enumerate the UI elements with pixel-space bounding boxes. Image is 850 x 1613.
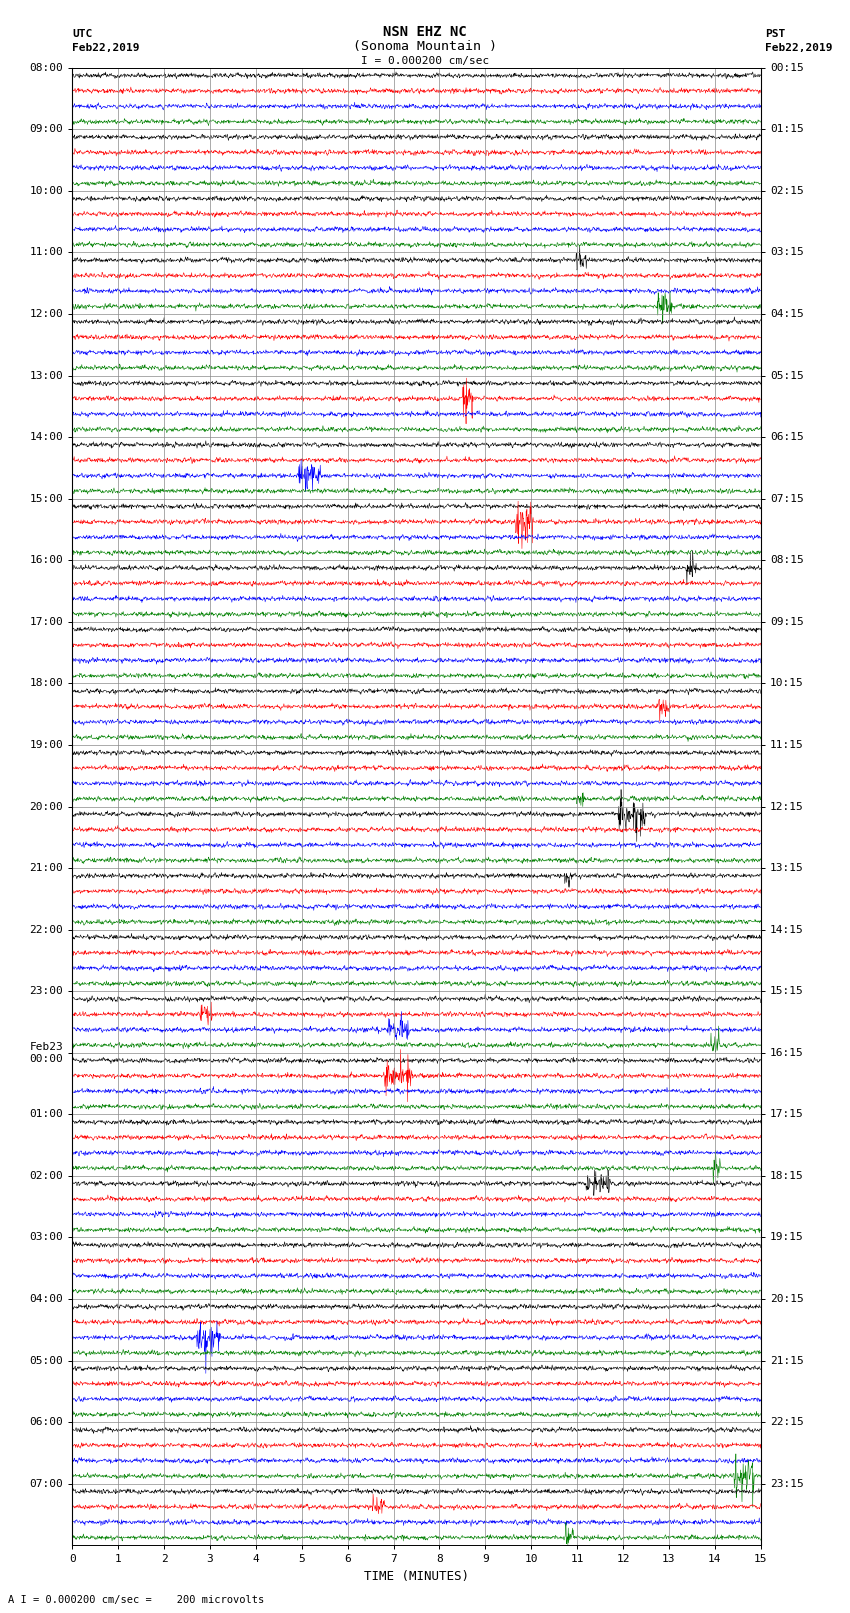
Text: I = 0.000200 cm/sec: I = 0.000200 cm/sec [361, 56, 489, 66]
Text: UTC: UTC [72, 29, 93, 39]
Text: NSN EHZ NC: NSN EHZ NC [383, 24, 467, 39]
Text: PST: PST [765, 29, 785, 39]
Text: Feb22,2019: Feb22,2019 [72, 44, 139, 53]
X-axis label: TIME (MINUTES): TIME (MINUTES) [364, 1569, 469, 1582]
Text: (Sonoma Mountain ): (Sonoma Mountain ) [353, 40, 497, 53]
Text: A I = 0.000200 cm/sec =    200 microvolts: A I = 0.000200 cm/sec = 200 microvolts [8, 1595, 264, 1605]
Text: Feb22,2019: Feb22,2019 [765, 44, 832, 53]
